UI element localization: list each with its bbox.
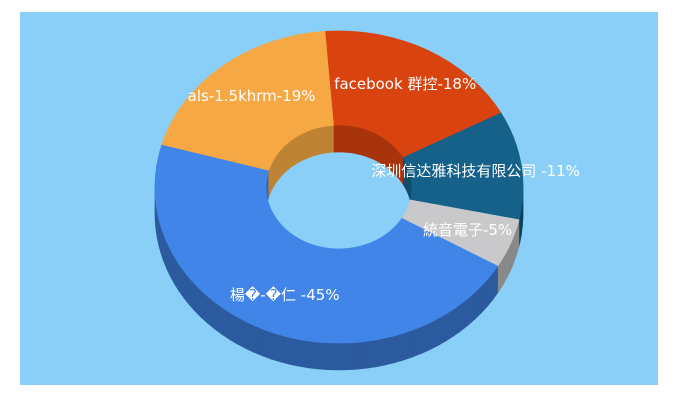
pie-slice-inner-wall-0 xyxy=(373,132,378,162)
pie-slice-inner-wall-4 xyxy=(296,134,301,164)
pie-slice-outer-wall-3 xyxy=(271,331,281,363)
pie-slice-inner-wall-0 xyxy=(376,133,381,164)
pie-slice-outer-wall-3 xyxy=(221,306,230,340)
pie-slice-inner-wall-4 xyxy=(317,126,322,156)
pie-slice-outer-wall-3 xyxy=(280,334,291,365)
pie-slice-outer-wall-3 xyxy=(429,318,439,351)
pie-slice-inner-wall-4 xyxy=(309,128,315,158)
pie-slice-outer-wall-3 xyxy=(445,308,454,342)
pie-slice-inner-wall-0 xyxy=(333,124,338,153)
pie-slice-inner-wall-0 xyxy=(359,127,364,156)
pie-slice-inner-wall-4 xyxy=(282,144,286,176)
pie-slice-outer-wall-3 xyxy=(365,339,376,369)
pie-slice-inner-wall-0 xyxy=(336,124,342,153)
pie-slice-inner-wall-0 xyxy=(394,146,398,178)
pie-slice-outer-wall-3 xyxy=(237,316,246,349)
pie-slice-inner-wall-0 xyxy=(344,124,349,153)
pie-slice-outer-wall-3 xyxy=(384,335,395,366)
pie-slice-inner-wall-4 xyxy=(324,125,329,154)
pie-slice-outer-wall-3 xyxy=(403,329,413,361)
pie-slice-inner-wall-4 xyxy=(303,130,308,161)
pie-slice-inner-wall-0 xyxy=(352,125,357,155)
pie-slice-outer-wall-3 xyxy=(337,342,348,371)
pie-slice-inner-wall-4 xyxy=(275,151,279,184)
pie-slice-outer-wall-3 xyxy=(394,332,404,364)
pie-slice-inner-wall-4 xyxy=(306,129,311,159)
pie-slice-inner-wall-0 xyxy=(355,126,361,155)
pie-slice-inner-wall-4 xyxy=(313,127,318,157)
pie-slice-outer-wall-3 xyxy=(327,342,338,371)
pie-slice-outer-wall-3 xyxy=(262,328,272,360)
pie-slice-outer-wall-3 xyxy=(420,322,430,355)
pie-slice-outer-wall-3 xyxy=(317,341,329,371)
pie-slice-outer-wall-3 xyxy=(356,340,367,370)
pie-slice-inner-wall-0 xyxy=(370,130,375,161)
pie-slice-4[interactable] xyxy=(161,31,334,171)
pie-slice-outer-wall-3 xyxy=(346,341,357,371)
pie-slice-0[interactable] xyxy=(324,30,502,159)
pie-slice-inner-wall-4 xyxy=(278,149,281,181)
pie-slice-inner-wall-0 xyxy=(396,148,400,180)
pie-slice-outer-wall-3 xyxy=(289,336,300,367)
pie-slice-inner-wall-0 xyxy=(363,128,368,158)
pie-slice-outer-wall-3 xyxy=(229,311,238,345)
pie-slice-inner-wall-4 xyxy=(280,146,284,178)
pie-slice-inner-wall-0 xyxy=(366,129,371,159)
pie-slice-inner-wall-4 xyxy=(320,125,326,155)
pie-slice-outer-wall-3 xyxy=(245,320,255,353)
pie-slice-inner-wall-0 xyxy=(348,125,353,154)
pie-slice-inner-wall-0 xyxy=(380,135,384,166)
pie-slice-outer-wall-3 xyxy=(308,340,319,370)
pie-slice-inner-wall-4 xyxy=(328,124,333,153)
pie-slice-inner-wall-0 xyxy=(383,137,387,168)
pie-slice-inner-wall-0 xyxy=(389,141,393,173)
pie-slice-inner-wall-4 xyxy=(287,139,292,171)
pie-slice-3[interactable] xyxy=(154,144,499,344)
pie-slice-outer-wall-3 xyxy=(437,313,447,347)
pie-slice-inner-wall-4 xyxy=(290,137,295,168)
pie-slice-inner-wall-4 xyxy=(299,132,304,163)
pie-slice-inner-wall-0 xyxy=(386,139,390,170)
pie-slice-inner-wall-4 xyxy=(293,135,298,166)
pie-slice-outer-wall-3 xyxy=(298,338,309,369)
pie-slice-inner-wall-0 xyxy=(340,124,346,153)
pie-slice-outer-wall-3 xyxy=(412,326,422,358)
pie-slice-outer-wall-3 xyxy=(375,337,386,368)
pie-slice-inner-wall-4 xyxy=(332,124,334,153)
pie-slice-inner-wall-0 xyxy=(398,151,402,183)
pie-slice-inner-wall-0 xyxy=(391,143,395,175)
pie-slice-outer-wall-3 xyxy=(253,324,264,357)
pie-slice-inner-wall-4 xyxy=(285,141,289,173)
